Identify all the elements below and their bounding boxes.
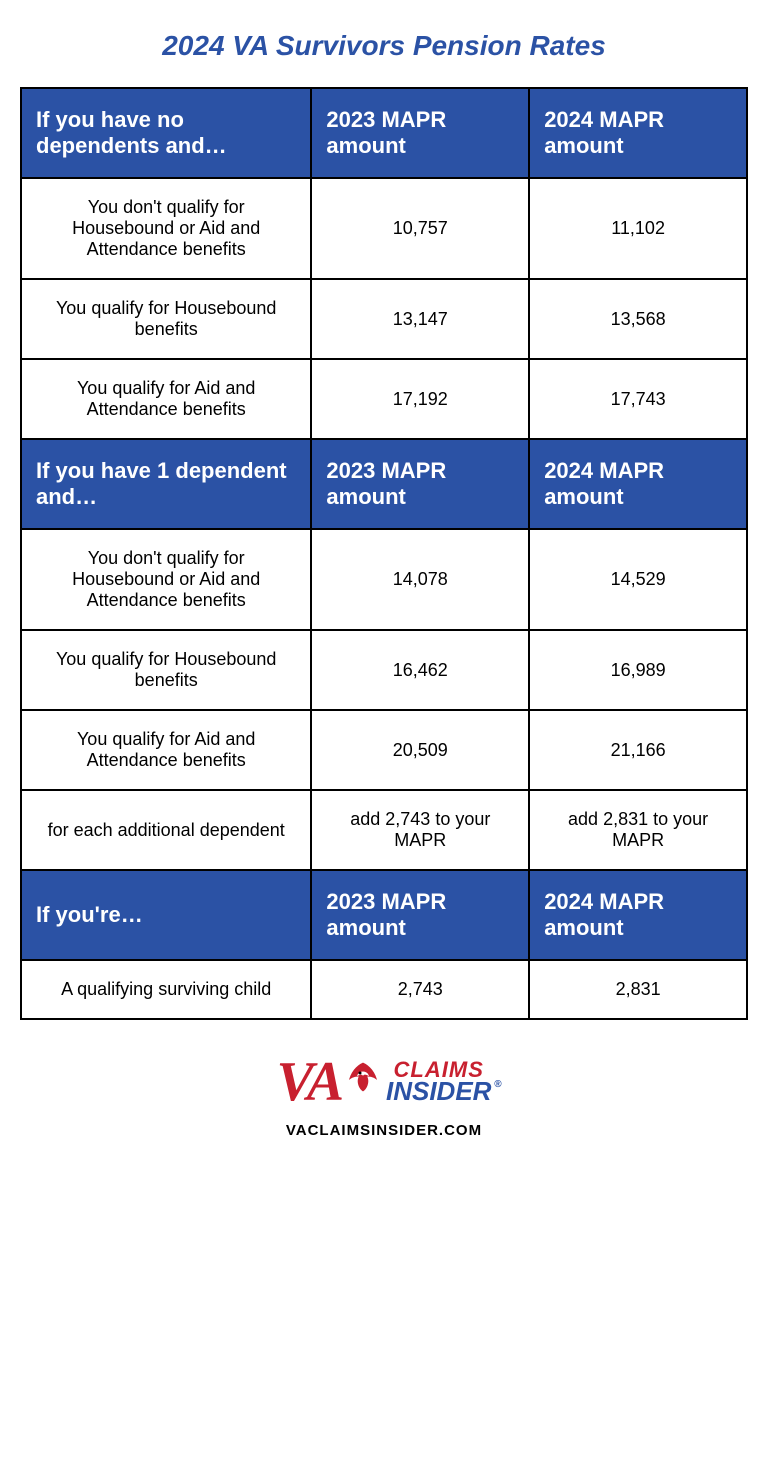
table-cell: add 2,743 to your MAPR	[311, 790, 529, 870]
table-cell: You qualify for Housebound benefits	[21, 630, 311, 710]
table-cell: 14,078	[311, 529, 529, 630]
table-cell: You qualify for Housebound benefits	[21, 279, 311, 359]
logo-insider-text: INSIDER	[386, 1080, 491, 1103]
pension-rates-table: If you have no dependents and…2023 MAPR …	[20, 87, 748, 1020]
table-row: You qualify for Aid and Attendance benef…	[21, 710, 747, 790]
table-cell: 2,743	[311, 960, 529, 1019]
table-row: You qualify for Housebound benefits16,46…	[21, 630, 747, 710]
brand-logo: VA CLAIMS INSIDER	[277, 1050, 492, 1114]
table-row: You don't qualify for Housebound or Aid …	[21, 178, 747, 279]
table-cell: 21,166	[529, 710, 747, 790]
table-header-cell: 2024 MAPR amount	[529, 88, 747, 178]
table-cell: add 2,831 to your MAPR	[529, 790, 747, 870]
page-title: 2024 VA Survivors Pension Rates	[20, 30, 748, 62]
table-cell: You qualify for Aid and Attendance benef…	[21, 359, 311, 439]
table-cell: 13,147	[311, 279, 529, 359]
table-cell: 17,192	[311, 359, 529, 439]
table-header-row: If you're…2023 MAPR amount2024 MAPR amou…	[21, 870, 747, 960]
table-row: You don't qualify for Housebound or Aid …	[21, 529, 747, 630]
table-cell: A qualifying surviving child	[21, 960, 311, 1019]
table-cell: for each additional dependent	[21, 790, 311, 870]
table-header-cell: If you have 1 dependent and…	[21, 439, 311, 529]
footer: VA CLAIMS INSIDER VACLAIMSINSIDER.COM	[20, 1050, 748, 1139]
table-row: for each additional dependentadd 2,743 t…	[21, 790, 747, 870]
table-header-cell: 2024 MAPR amount	[529, 439, 747, 529]
table-cell: 14,529	[529, 529, 747, 630]
table-cell: 13,568	[529, 279, 747, 359]
table-row: You qualify for Aid and Attendance benef…	[21, 359, 747, 439]
table-row: A qualifying surviving child2,7432,831	[21, 960, 747, 1019]
table-cell: You don't qualify for Housebound or Aid …	[21, 529, 311, 630]
table-row: You qualify for Housebound benefits13,14…	[21, 279, 747, 359]
table-cell: 11,102	[529, 178, 747, 279]
table-cell: 16,462	[311, 630, 529, 710]
table-cell: 2,831	[529, 960, 747, 1019]
table-header-cell: 2023 MAPR amount	[311, 870, 529, 960]
table-header-row: If you have no dependents and…2023 MAPR …	[21, 88, 747, 178]
table-cell: 16,989	[529, 630, 747, 710]
logo-va-text: VA	[277, 1050, 342, 1114]
table-cell: You don't qualify for Housebound or Aid …	[21, 178, 311, 279]
table-header-cell: 2023 MAPR amount	[311, 88, 529, 178]
site-url: VACLAIMSINSIDER.COM	[20, 1122, 748, 1139]
table-header-cell: 2024 MAPR amount	[529, 870, 747, 960]
table-cell: 17,743	[529, 359, 747, 439]
table-header-cell: If you're…	[21, 870, 311, 960]
table-cell: 20,509	[311, 710, 529, 790]
table-header-cell: If you have no dependents and…	[21, 88, 311, 178]
table-cell: You qualify for Aid and Attendance benef…	[21, 710, 311, 790]
table-header-row: If you have 1 dependent and…2023 MAPR am…	[21, 439, 747, 529]
table-header-cell: 2023 MAPR amount	[311, 439, 529, 529]
eagle-icon	[338, 1057, 388, 1107]
table-cell: 10,757	[311, 178, 529, 279]
